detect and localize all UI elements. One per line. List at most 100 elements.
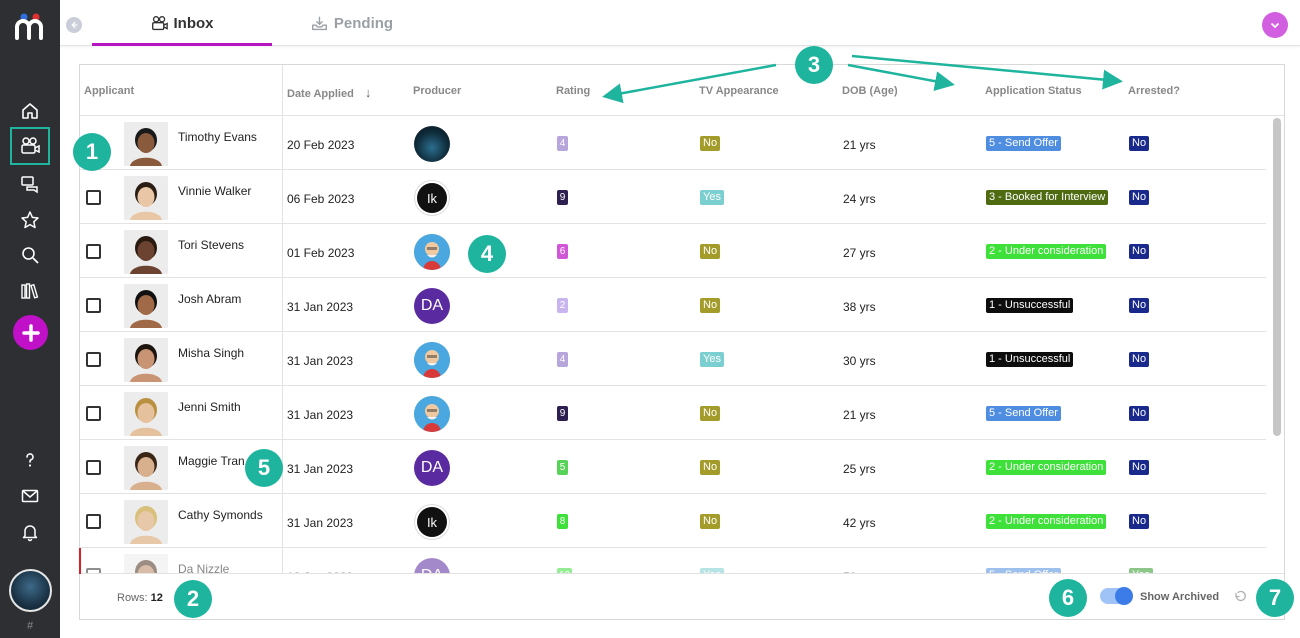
back-arrow-icon[interactable] xyxy=(66,17,82,33)
callout-2: 2 xyxy=(174,580,212,618)
dob-age: 25 yrs xyxy=(843,462,876,476)
rating-badge: 4 xyxy=(557,136,568,151)
producer-initials: Ik xyxy=(417,507,447,537)
callout-6: 6 xyxy=(1049,579,1087,617)
column-header-producer[interactable]: Producer xyxy=(413,85,462,97)
row-checkbox[interactable] xyxy=(86,406,101,421)
chat-icon[interactable] xyxy=(14,170,46,198)
applicant-name[interactable]: Jenni Smith xyxy=(178,400,241,414)
application-status-badge[interactable]: 2 - Under consideration xyxy=(986,514,1107,529)
rating-badge: 9 xyxy=(557,190,568,205)
applicant-name[interactable]: Vinnie Walker xyxy=(178,184,252,198)
column-header-rating[interactable]: Rating xyxy=(556,85,591,97)
column-header-date-applied-label: Date Applied xyxy=(287,88,354,100)
producer-avatar[interactable]: Ik xyxy=(414,180,450,216)
bell-icon[interactable] xyxy=(14,518,46,546)
table-row[interactable]: Tori Stevens 01 Feb 2023 6 No 27 yrs 2 - Unde… xyxy=(80,224,1266,278)
producer-avatar[interactable]: DA xyxy=(414,288,450,324)
mail-icon[interactable] xyxy=(14,482,46,510)
callout-7: 7 xyxy=(1256,579,1294,617)
dob-age: 21 yrs xyxy=(843,408,876,422)
sort-down-arrow-icon[interactable]: ↓ xyxy=(364,85,372,100)
rating-badge: 10 xyxy=(557,568,573,573)
reset-undo-icon[interactable] xyxy=(1233,589,1247,603)
table-row[interactable]: Misha Singh 31 Jan 2023 4 Yes 30 yrs 1 - Unsu… xyxy=(80,332,1266,386)
application-status-badge[interactable]: 1 - Unsuccessful xyxy=(986,298,1074,313)
tv-appearance-badge: No xyxy=(700,298,721,313)
producer-initials: DA xyxy=(420,297,444,314)
producer-avatar[interactable]: DA xyxy=(414,558,450,573)
add-button[interactable] xyxy=(13,315,48,350)
row-checkbox[interactable] xyxy=(86,190,101,205)
row-checkbox[interactable] xyxy=(86,244,101,259)
row-checkbox[interactable] xyxy=(86,352,101,367)
producer-avatar[interactable]: DA xyxy=(414,450,450,486)
app-logo[interactable] xyxy=(14,12,46,40)
column-header-date-applied[interactable]: Date Applied ↓ xyxy=(287,85,371,100)
application-status-badge[interactable]: 5 - Send Offer xyxy=(986,406,1061,421)
application-status-badge[interactable]: 2 - Under consideration xyxy=(986,460,1107,475)
applicant-name[interactable]: Cathy Symonds xyxy=(178,508,263,522)
arrested-badge: No xyxy=(1129,244,1150,259)
tab-inbox[interactable]: Inbox xyxy=(92,0,272,46)
rows-count-label: Rows: xyxy=(117,592,148,604)
applicant-name[interactable]: Misha Singh xyxy=(178,346,245,360)
callout-1: 1 xyxy=(73,133,111,171)
column-header-dob-age[interactable]: DOB (Age) xyxy=(842,85,898,97)
arrested-badge: No xyxy=(1129,298,1150,313)
dob-age: 21 yrs xyxy=(843,138,876,152)
application-status-badge[interactable]: 2 - Under consideration xyxy=(986,244,1107,259)
date-applied: 31 Jan 2023 xyxy=(287,300,354,314)
applicant-name[interactable]: Josh Abram xyxy=(178,292,242,306)
applicant-name[interactable]: Maggie Tran xyxy=(178,454,245,468)
applicant-name[interactable]: Tori Stevens xyxy=(178,238,245,252)
tv-appearance-badge: No xyxy=(700,136,721,151)
arrested-badge: No xyxy=(1129,460,1150,475)
rating-badge: 8 xyxy=(557,514,568,529)
column-header-application-status[interactable]: Application Status xyxy=(985,85,1082,97)
table-row[interactable]: Josh Abram 31 Jan 2023 DA 2 No 38 yrs 1 - Unsu… xyxy=(80,278,1266,332)
dob-age: 30 yrs xyxy=(843,354,876,368)
rows-count: Rows: 12 xyxy=(117,592,163,604)
row-checkbox[interactable] xyxy=(86,298,101,313)
user-avatar[interactable] xyxy=(9,569,52,612)
row-checkbox[interactable] xyxy=(86,514,101,529)
user-menu-chevron-icon[interactable] xyxy=(1262,12,1288,38)
producer-avatar[interactable] xyxy=(414,396,450,432)
table-row[interactable]: Maggie Tran 31 Jan 2023 DA 5 No 25 yrs 2 - Und… xyxy=(80,440,1266,494)
rating-badge: 4 xyxy=(557,352,568,367)
application-status-badge[interactable]: 3 - Booked for Interview xyxy=(986,190,1109,205)
search-icon[interactable] xyxy=(14,241,46,269)
table-row[interactable]: Jenni Smith 31 Jan 2023 9 No 21 yrs 5 - Send … xyxy=(80,386,1266,440)
column-header-applicant[interactable]: Applicant xyxy=(84,85,135,97)
row-checkbox[interactable] xyxy=(86,460,101,475)
table-row[interactable]: Timothy Evans 20 Feb 2023 4 No 21 yrs 5 - Sen… xyxy=(80,116,1266,170)
producer-avatar[interactable] xyxy=(414,234,450,270)
column-header-tv-appearance[interactable]: TV Appearance xyxy=(699,85,779,97)
table-row[interactable]: Da Nizzle 12 Jan 2023 DA 10 Yes 50 yrs 5 - Sen… xyxy=(80,548,1266,573)
application-status-badge[interactable]: 5 - Send Offer xyxy=(986,136,1061,151)
applicant-photo xyxy=(124,392,168,436)
application-status-badge[interactable]: 1 - Unsuccessful xyxy=(986,352,1074,367)
tab-pending[interactable]: Pending xyxy=(282,0,422,46)
table-row[interactable]: Cathy Symonds 31 Jan 2023 Ik 8 No 42 yrs 2 - U… xyxy=(80,494,1266,548)
row-checkbox[interactable] xyxy=(86,568,101,573)
table-row[interactable]: Vinnie Walker 06 Feb 2023 Ik 9 Yes 24 yrs 3 - … xyxy=(80,170,1266,224)
vertical-scrollbar[interactable] xyxy=(1273,118,1281,436)
library-icon[interactable] xyxy=(14,277,46,305)
application-status-badge[interactable]: 5 - Send Offer xyxy=(986,568,1061,573)
producer-avatar[interactable]: Ik xyxy=(414,504,450,540)
producer-avatar[interactable] xyxy=(414,342,450,378)
applicant-name[interactable]: Timothy Evans xyxy=(178,130,257,144)
column-header-arrested[interactable]: Arrested? xyxy=(1128,85,1180,97)
star-icon[interactable] xyxy=(14,206,46,234)
inbox-camera-icon[interactable] xyxy=(10,127,50,165)
applicant-name[interactable]: Da Nizzle xyxy=(178,562,230,573)
tab-pending-label: Pending xyxy=(333,14,394,32)
rating-badge: 6 xyxy=(557,244,568,259)
producer-avatar[interactable] xyxy=(414,126,450,162)
tv-appearance-badge: Yes xyxy=(700,352,724,367)
home-icon[interactable] xyxy=(14,97,46,125)
help-icon[interactable] xyxy=(14,446,46,474)
show-archived-toggle[interactable] xyxy=(1100,587,1133,605)
